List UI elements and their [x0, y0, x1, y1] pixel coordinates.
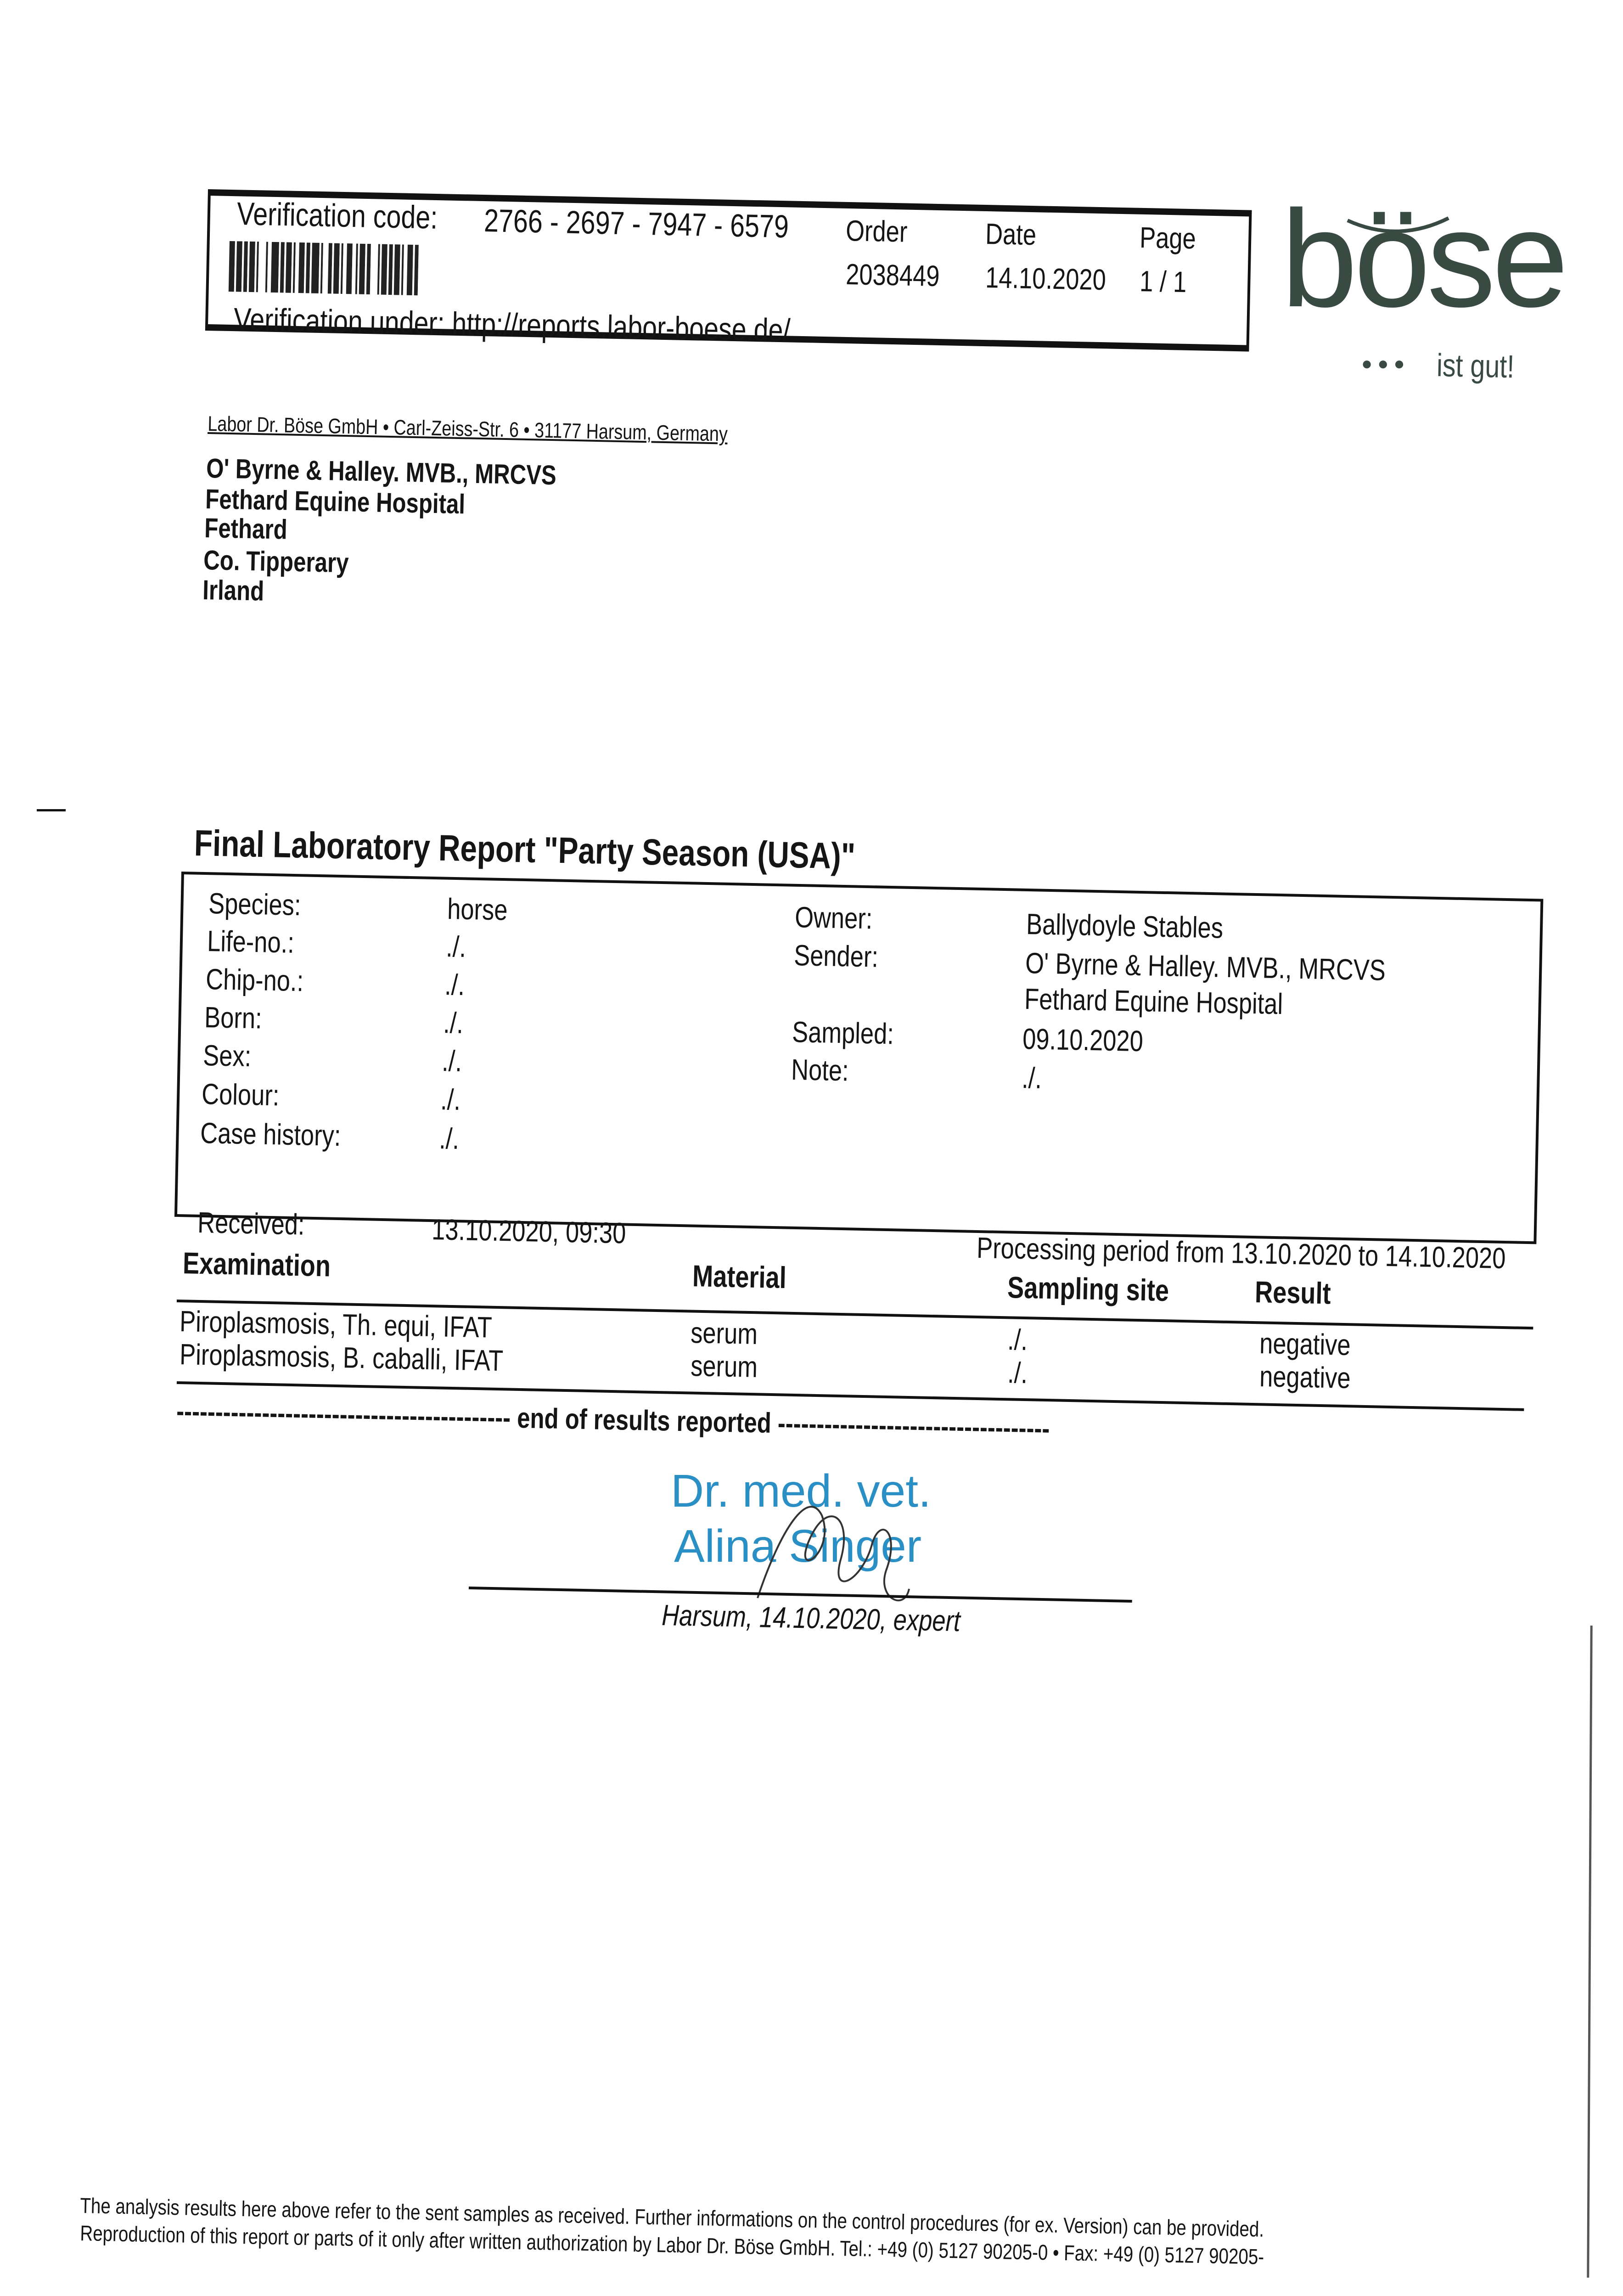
animal-label: Life-no.: — [207, 924, 295, 959]
sampled-label: Sampled: — [792, 1015, 894, 1051]
animal-label: Colour: — [201, 1077, 280, 1112]
animal-value: ./. — [440, 1082, 461, 1116]
sender-label: Sender: — [793, 938, 879, 974]
lab-address: Labor Dr. Böse GmbH • Carl-Zeiss-Str. 6 … — [207, 411, 728, 446]
handwritten-signature — [757, 1506, 910, 1602]
page-label: Page — [1139, 220, 1196, 255]
col-examination: Examination — [182, 1245, 331, 1283]
animal-label: Chip-no.: — [205, 962, 304, 998]
end-of-results: ----------------------------------------… — [176, 1395, 1050, 1445]
animal-value: ./. — [438, 1121, 460, 1155]
recipient-line: Fethard — [204, 512, 288, 545]
col-sampling-site: Sampling site — [1007, 1270, 1169, 1308]
date-label: Date — [985, 217, 1037, 252]
order-value: 2038449 — [845, 257, 940, 293]
result-material: serum — [690, 1349, 758, 1384]
bose-logo: böse — [1281, 181, 1569, 336]
verification-label: Verification code: — [236, 195, 438, 236]
scan-edge-line — [1587, 1625, 1593, 2278]
animal-value: ./. — [445, 929, 466, 963]
recipient-line: Co. Tipperary — [203, 544, 349, 579]
stamp-line-2: Alina Singer — [674, 1520, 922, 1572]
signature-caption: Harsum, 14.10.2020, expert — [661, 1598, 961, 1638]
order-label: Order — [845, 214, 908, 248]
page-title: Final Laboratory Report "Party Season (U… — [194, 822, 856, 877]
owner-value: Ballydoyle Stables — [1026, 907, 1224, 945]
result-exam: Piroplasmosis, B. caballi, IFAT — [179, 1337, 504, 1378]
sampled-value: 09.10.2020 — [1022, 1022, 1144, 1058]
result-value: negative — [1259, 1359, 1351, 1395]
logo-smile-arc — [1347, 216, 1449, 233]
animal-label: Sex: — [202, 1038, 252, 1073]
col-material: Material — [692, 1258, 787, 1295]
note-value: ./. — [1021, 1061, 1042, 1095]
result-value: negative — [1259, 1326, 1351, 1362]
animal-value: ./. — [444, 968, 465, 1002]
page-value: 1 / 1 — [1139, 264, 1187, 299]
verification-code: 2766 - 2697 - 7947 - 6579 — [483, 202, 789, 245]
animal-value: horse — [447, 892, 508, 927]
logo-tagline: ist gut! — [1436, 347, 1515, 385]
col-result: Result — [1254, 1274, 1331, 1311]
date-value: 14.10.2020 — [985, 260, 1106, 297]
stamp-line-1: Dr. med. vet. — [671, 1465, 931, 1517]
result-site: ./. — [1007, 1322, 1028, 1356]
result-site: ./. — [1007, 1356, 1028, 1390]
received-label: Received: — [197, 1205, 305, 1241]
animal-label: Species: — [208, 886, 302, 922]
fold-mark — [37, 809, 66, 811]
owner-label: Owner: — [794, 900, 873, 935]
animal-label: Born: — [204, 1000, 263, 1035]
logo-dots: ● ● ● — [1361, 354, 1405, 374]
recipient-line: Irland — [202, 574, 264, 607]
barcode — [228, 241, 422, 296]
result-material: serum — [690, 1316, 758, 1351]
animal-value: ./. — [443, 1006, 464, 1040]
note-label: Note: — [791, 1052, 849, 1087]
sender-value-2: Fethard Equine Hospital — [1024, 982, 1283, 1021]
animal-label: Case history: — [200, 1116, 342, 1153]
sender-value: O' Byrne & Halley. MVB., MRCVS — [1025, 946, 1386, 987]
received-value: 13.10.2020, 09:30 — [431, 1212, 627, 1250]
animal-value: ./. — [441, 1044, 462, 1078]
